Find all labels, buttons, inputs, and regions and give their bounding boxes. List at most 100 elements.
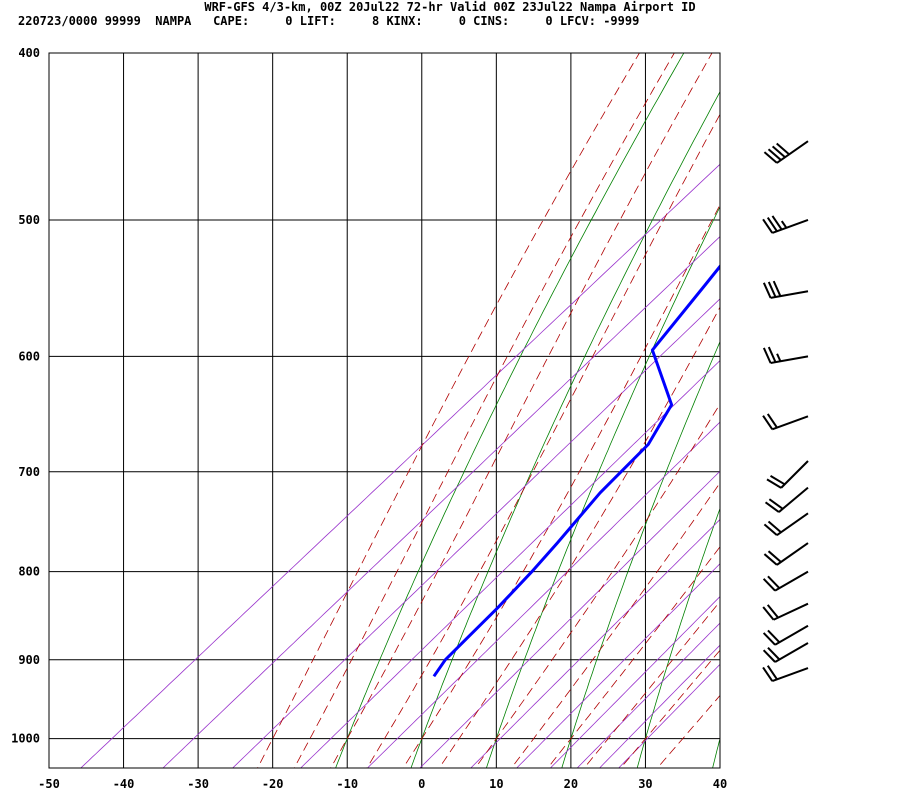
wind-barb [763,512,809,536]
y-tick-label: 700 [18,465,40,479]
wind-barb [764,486,809,513]
y-axis-ticks: 400 500 600 700 800 900 1000 [11,46,40,746]
barb-feather [766,478,782,489]
x-tick-label: 0 [418,777,425,791]
wind-barb [762,346,809,364]
barb-feather [762,415,774,430]
barb-half-feather [780,220,788,229]
barb-staff [774,570,809,592]
moist-adiabat [547,546,720,768]
x-tick-label: 30 [638,777,652,791]
wind-barb [763,542,809,566]
sounding-profiles [432,264,720,678]
dry-adiabat [561,340,720,768]
barb-staff [776,140,809,164]
moist-adiabat [366,113,720,768]
x-tick-label: -20 [262,777,284,791]
mixing-ratio-line [366,421,720,768]
mixing-ratio-line [618,663,720,768]
barb-half-feather [776,353,782,362]
sounding-indices: 220723/0000 99999 NAMPA CAPE: 0 LIFT: 8 … [18,14,640,28]
wind-barb [762,642,809,663]
barb-feather [776,142,790,156]
barb-feather [771,145,786,158]
moist-adiabat [583,600,720,768]
barb-feather [767,575,781,589]
x-tick-label: 10 [489,777,503,791]
barb-feather [771,215,783,231]
barb-feather [768,498,784,510]
mixing-ratio-line [576,622,720,768]
barb-feather [763,553,778,566]
chart-title: WRF-GFS 4/3-km, 00Z 20Jul22 72-hr Valid … [204,0,696,14]
x-tick-label: 20 [564,777,578,791]
mixing-ratio-line [599,644,720,768]
barb-staff [780,460,809,489]
wind-barb [762,602,809,621]
barb-feather [767,148,782,161]
y-tick-label: 900 [18,653,40,667]
barb-feather [766,665,778,680]
x-tick-label: -50 [38,777,60,791]
barb-staff [770,355,809,364]
mixing-ratio-line [162,236,720,768]
barb-feather [770,474,786,486]
wind-barb [762,624,809,646]
y-tick-label: 600 [18,349,40,363]
barb-staff [774,624,809,646]
barb-feather [762,606,775,621]
dry-adiabat [335,53,685,768]
y-tick-label: 400 [18,46,40,60]
thermo-background-lines [80,34,900,775]
wind-barb [766,460,809,489]
mixing-ratio-line [80,163,720,768]
moist-adiabat [257,53,640,768]
barb-feather [762,218,774,234]
barb-feather [772,280,782,297]
barb-staff [774,642,809,663]
moist-adiabat [620,649,720,768]
barb-staff [778,486,809,513]
moist-adiabat [438,306,720,768]
barb-feather [766,413,778,429]
mixing-ratio-line [549,596,720,768]
barb-feather [762,347,772,364]
moist-adiabat [474,403,720,768]
x-axis-ticks: -50 -40 -30 -20 -10 0 10 20 30 40 [38,777,727,791]
y-tick-label: 800 [18,565,40,579]
mixing-ratio-line [232,298,720,768]
barb-feather [763,151,778,164]
barb-staff [773,602,809,621]
moist-adiabat [293,53,675,768]
barb-feather [762,282,772,299]
barb-staff [776,512,809,536]
barb-feather [767,281,777,298]
barb-feather [767,629,781,643]
barb-feather [762,578,776,592]
barb-feather [767,520,782,534]
x-tick-label: -10 [336,777,358,791]
dry-adiabat [862,34,900,775]
wind-barbs [762,140,809,683]
barb-staff [770,290,809,299]
x-tick-label: 40 [713,777,727,791]
wind-barb [762,413,809,431]
wind-barb [762,570,809,592]
barb-feather [767,346,777,363]
x-tick-label: -30 [187,777,209,791]
barb-feather [767,550,782,563]
dry-adiabat [410,90,720,768]
barb-feather [762,632,776,646]
barb-feather [766,217,778,232]
mixing-ratio-line [300,360,720,768]
dewpoint-profile [432,264,720,678]
barb-feather [762,666,774,682]
moist-adiabat [402,204,720,768]
mixing-ratio-line [516,563,720,768]
barb-feather [763,523,778,536]
mixing-ratio-line [419,470,720,768]
barb-staff [771,219,809,234]
barb-staff [771,667,809,683]
dry-adiabat [712,737,720,768]
